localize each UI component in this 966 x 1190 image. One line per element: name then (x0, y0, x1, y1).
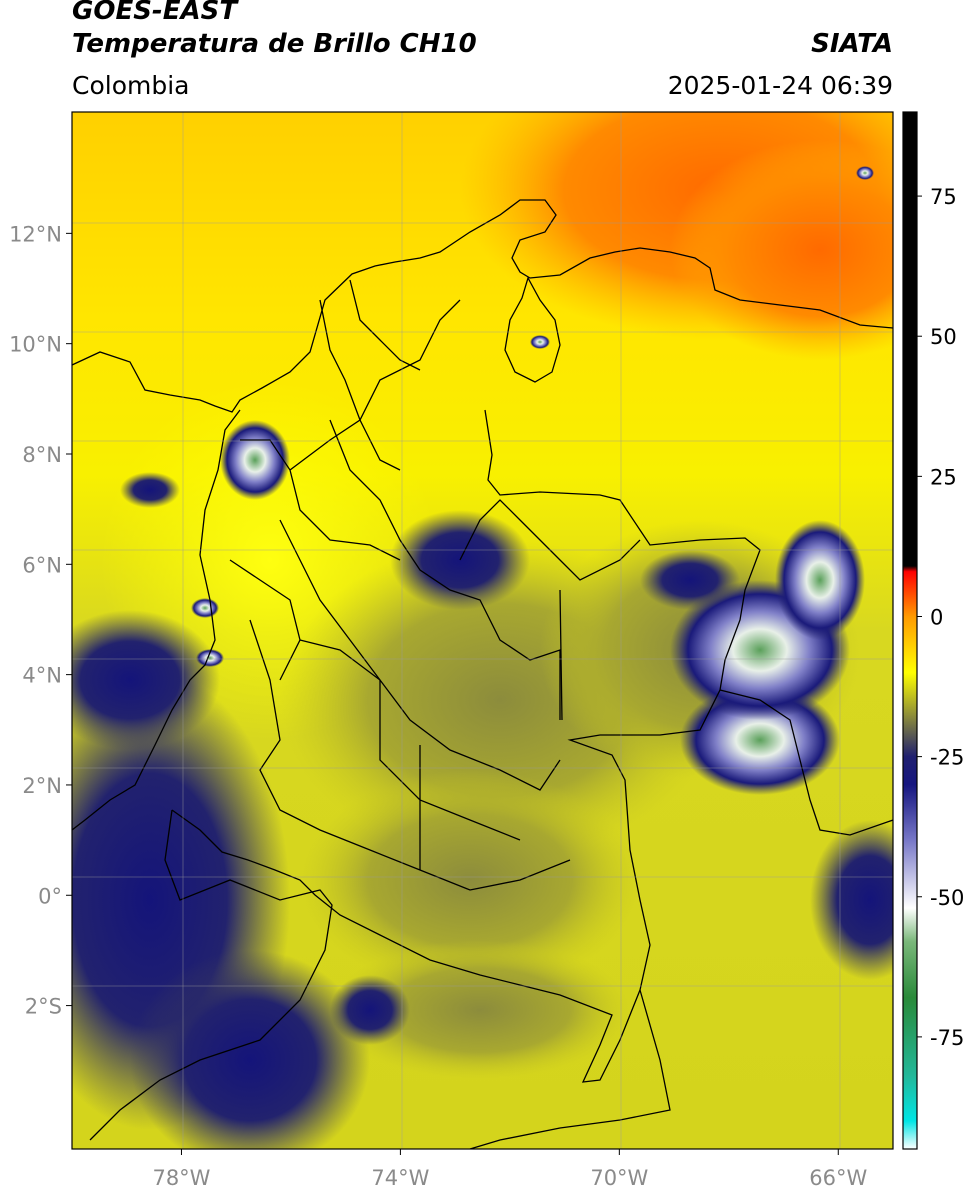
region-label: Colombia (72, 71, 190, 100)
department-line-f (319, 279, 421, 471)
department-line-c (249, 619, 571, 891)
latitude-ticks: 12°N 10°N 8°N 6°N 4°N 2°N 0° 2°S (9, 222, 72, 1019)
lat-tick-label: 4°N (22, 664, 62, 688)
department-line-g (229, 559, 381, 681)
lat-tick-label: 2°N (22, 774, 62, 798)
colorbar-tick-label: -50 (930, 886, 964, 910)
satellite-imagery (72, 112, 893, 1149)
coastlines-and-borders (72, 199, 893, 1149)
colorbar (903, 112, 917, 1149)
colorbar-gradient (903, 112, 917, 1149)
graticule (72, 112, 893, 1149)
department-line-e (240, 299, 461, 561)
colorbar-tick-label: 50 (930, 325, 957, 349)
maracaibo-lake (504, 276, 561, 383)
lon-tick-label: 78°W (152, 1166, 210, 1190)
colorbar-ticks: 75 50 25 0 -25 -50 -75 (917, 185, 964, 1050)
colombia-border (171, 409, 761, 1083)
datetime-label: 2025-01-24 06:39 (667, 71, 893, 100)
longitude-ticks: 78°W 74°W 70°W 66°W (152, 1149, 867, 1190)
colorbar-tick-label: -25 (930, 746, 964, 770)
lat-tick-label: 12°N (9, 222, 62, 246)
lat-tick-label: 2°S (25, 995, 62, 1019)
map-frame (71, 111, 894, 1150)
product-title: Temperatura de Brillo CH10 (72, 29, 477, 59)
pacific-coastline (72, 409, 241, 831)
colorbar-frame (902, 111, 918, 1150)
lat-tick-label: 10°N (9, 333, 62, 357)
colorbar-tick-label: 75 (930, 185, 957, 209)
lat-tick-label: 0° (38, 884, 62, 908)
peru-brazil-border (469, 989, 671, 1149)
lat-tick-label: 6°N (22, 553, 62, 577)
colorbar-tick-label: 0 (930, 605, 943, 629)
lat-tick-label: 8°N (22, 443, 62, 467)
caribbean-coastline (72, 199, 893, 413)
department-line-a (329, 419, 561, 720)
department-line-h (459, 499, 641, 581)
colorbar-tick-label: 25 (930, 465, 957, 489)
department-line-d (379, 589, 563, 870)
department-line-b (279, 519, 561, 791)
satellite-title: GOES-EAST (72, 0, 238, 26)
ecuador-peru-border (89, 809, 333, 1141)
lon-tick-label: 74°W (371, 1166, 429, 1190)
agency-label: SIATA (811, 29, 893, 59)
lon-tick-label: 70°W (590, 1166, 648, 1190)
lon-tick-label: 66°W (809, 1166, 867, 1190)
venezuela-brazil-border (719, 689, 893, 836)
colorbar-tick-label: -75 (930, 1026, 964, 1050)
